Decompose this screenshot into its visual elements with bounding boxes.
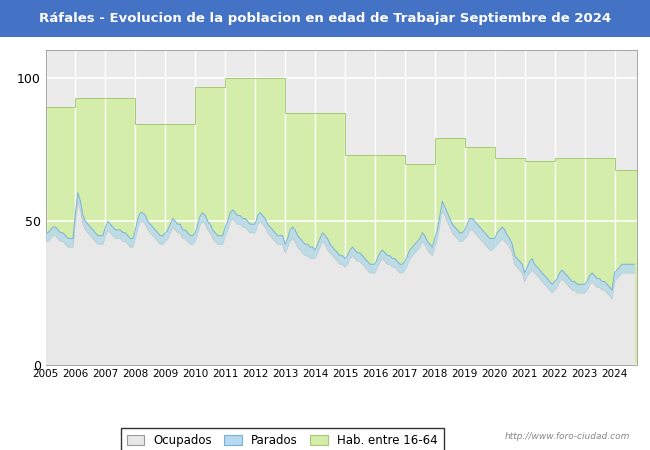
Legend: Ocupados, Parados, Hab. entre 16-64: Ocupados, Parados, Hab. entre 16-64 [121, 428, 443, 450]
Text: http://www.foro-ciudad.com: http://www.foro-ciudad.com [505, 432, 630, 441]
Text: Ráfales - Evolucion de la poblacion en edad de Trabajar Septiembre de 2024: Ráfales - Evolucion de la poblacion en e… [39, 12, 611, 25]
